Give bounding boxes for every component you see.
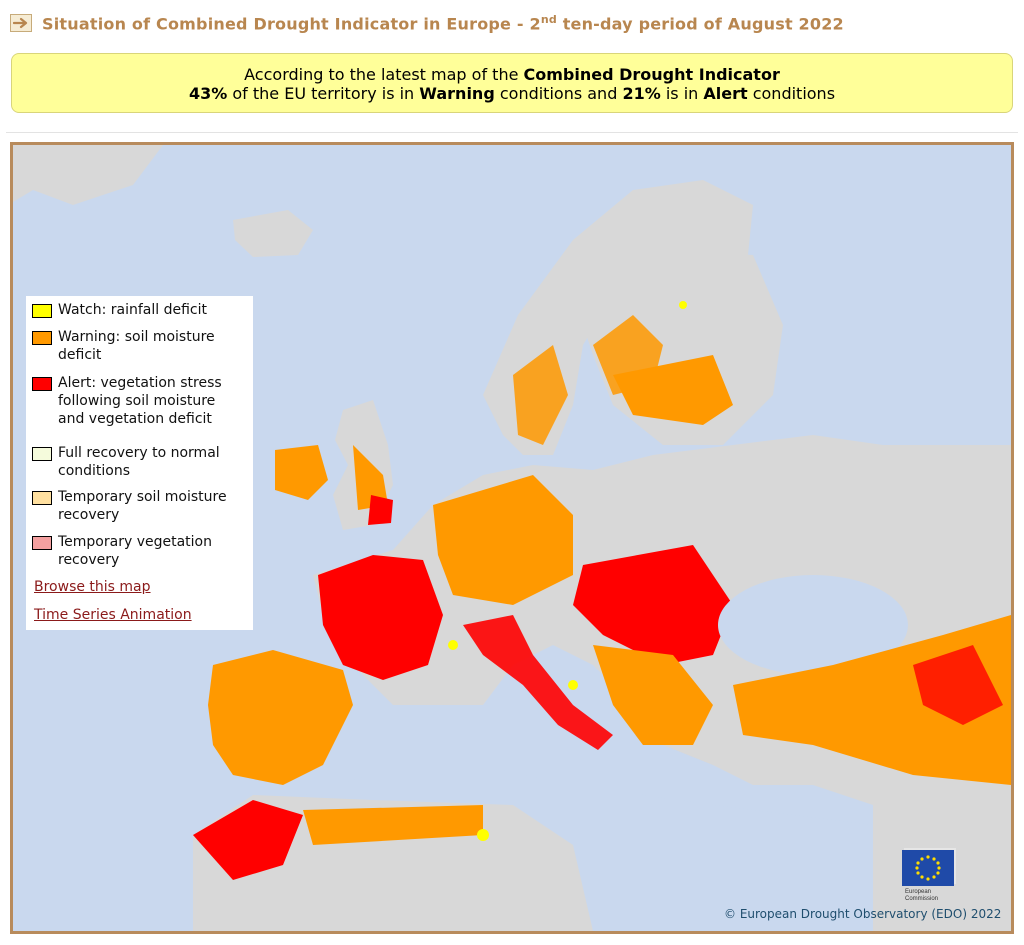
legend-item-soil-recovery: Temporary soil moisture recovery bbox=[32, 488, 243, 524]
time-series-animation-link[interactable]: Time Series Animation bbox=[34, 607, 192, 623]
legend-swatch bbox=[32, 377, 52, 391]
browse-map-link[interactable]: Browse this map bbox=[34, 579, 151, 595]
svg-text:European: European bbox=[905, 889, 931, 895]
notice-line-2: 43% of the EU territory is in Warning co… bbox=[188, 84, 836, 103]
page-title: Situation of Combined Drought Indicator … bbox=[42, 12, 844, 34]
svg-text:Commission: Commission bbox=[905, 896, 938, 902]
copyright-text: © European Drought Observatory (EDO) 202… bbox=[724, 907, 1002, 921]
legend-swatch bbox=[32, 331, 52, 345]
european-commission-logo: European Commission bbox=[878, 845, 956, 903]
legend-item-watch: Watch: rainfall deficit bbox=[32, 301, 248, 319]
drought-map[interactable] bbox=[10, 142, 1014, 934]
divider bbox=[6, 132, 1018, 133]
map-canvas bbox=[13, 145, 1011, 931]
legend-item-warning: Warning: soil moisture deficit bbox=[32, 328, 228, 364]
notice-line-1: According to the latest map of the Combi… bbox=[244, 65, 780, 84]
legend-swatch bbox=[32, 447, 52, 461]
legend-item-veg-recovery: Temporary vegetation recovery bbox=[32, 533, 228, 569]
legend-swatch bbox=[32, 536, 52, 550]
page-header: Situation of Combined Drought Indicator … bbox=[10, 8, 844, 38]
map-legend: Watch: rainfall deficit Warning: soil mo… bbox=[26, 296, 253, 630]
legend-item-full-recovery: Full recovery to normal conditions bbox=[32, 444, 238, 480]
legend-swatch bbox=[32, 304, 52, 318]
legend-swatch bbox=[32, 491, 52, 505]
arrow-right-icon bbox=[10, 14, 32, 32]
legend-item-alert: Alert: vegetation stress following soil … bbox=[32, 374, 243, 428]
summary-notice: According to the latest map of the Combi… bbox=[11, 53, 1013, 113]
